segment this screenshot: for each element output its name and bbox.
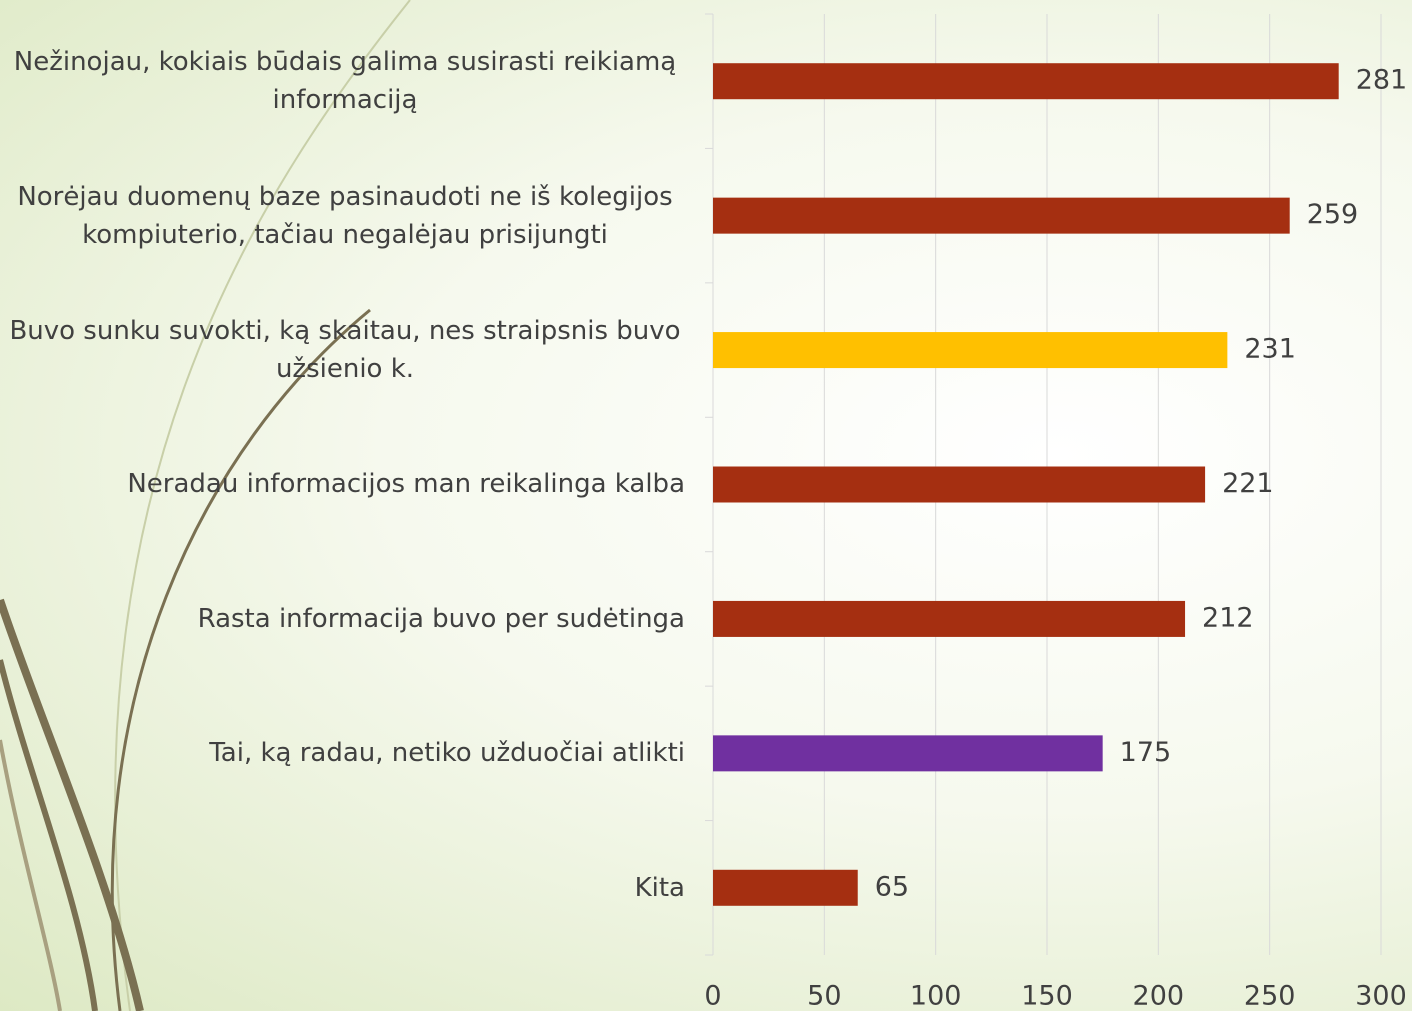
value-label: 221	[1222, 468, 1274, 499]
bar	[713, 735, 1103, 771]
x-tick-label: 200	[1133, 981, 1185, 1011]
bar	[713, 198, 1290, 234]
bar	[713, 467, 1205, 503]
category-label: Rasta informacija buvo per sudėtinga	[0, 552, 685, 686]
value-label: 175	[1120, 737, 1172, 768]
category-text: Tai, ką radau, netiko užduočiai atlikti	[209, 734, 685, 772]
category-text: Kita	[635, 869, 685, 907]
category-label: Tai, ką radau, netiko užduočiai atlikti	[0, 686, 685, 820]
value-label: 231	[1244, 334, 1296, 365]
category-label: Buvo sunku suvokti, ką skaitau, nes stra…	[0, 283, 685, 417]
bar	[713, 870, 858, 906]
category-text: Buvo sunku suvokti, ką skaitau, nes stra…	[5, 312, 685, 388]
value-label: 212	[1202, 602, 1254, 633]
value-label: 65	[875, 871, 909, 902]
category-label: Norėjau duomenų baze pasinaudoti ne iš k…	[0, 148, 685, 282]
x-tick-label: 250	[1244, 981, 1296, 1011]
x-tick-label: 0	[704, 981, 721, 1011]
category-label: Neradau informacijos man reikalinga kalb…	[0, 417, 685, 551]
bar	[713, 332, 1227, 368]
bar	[713, 601, 1185, 637]
category-text: Neradau informacijos man reikalinga kalb…	[127, 465, 685, 503]
category-text: Nežinojau, kokiais būdais galima susiras…	[5, 43, 685, 119]
x-tick-label: 50	[807, 981, 841, 1011]
x-tick-label: 300	[1355, 981, 1407, 1011]
category-label: Nežinojau, kokiais būdais galima susiras…	[0, 14, 685, 148]
value-label: 281	[1356, 65, 1408, 96]
category-text: Rasta informacija buvo per sudėtinga	[198, 600, 685, 638]
bar	[713, 63, 1339, 99]
x-tick-label: 150	[1021, 981, 1073, 1011]
category-text: Norėjau duomenų baze pasinaudoti ne iš k…	[5, 178, 685, 254]
value-label: 259	[1307, 199, 1359, 230]
slide: 0 50 100 150 200 250 300 281 259 231 221 212 175 65 N…	[0, 0, 1412, 1011]
category-label: Kita	[0, 821, 685, 955]
x-tick-label: 100	[910, 981, 962, 1011]
